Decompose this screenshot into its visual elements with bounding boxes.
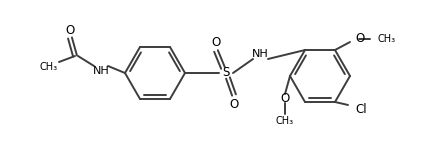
Text: CH₃: CH₃ — [276, 116, 294, 126]
Text: CH₃: CH₃ — [40, 62, 58, 72]
Text: S: S — [222, 66, 230, 80]
Text: CH₃: CH₃ — [378, 34, 396, 44]
Text: O: O — [280, 93, 289, 106]
Text: NH: NH — [92, 66, 109, 76]
Text: NH: NH — [252, 49, 268, 59]
Text: O: O — [65, 24, 75, 36]
Text: Cl: Cl — [355, 104, 367, 117]
Text: O: O — [355, 32, 364, 45]
Text: O: O — [211, 35, 221, 48]
Text: O: O — [230, 98, 238, 111]
